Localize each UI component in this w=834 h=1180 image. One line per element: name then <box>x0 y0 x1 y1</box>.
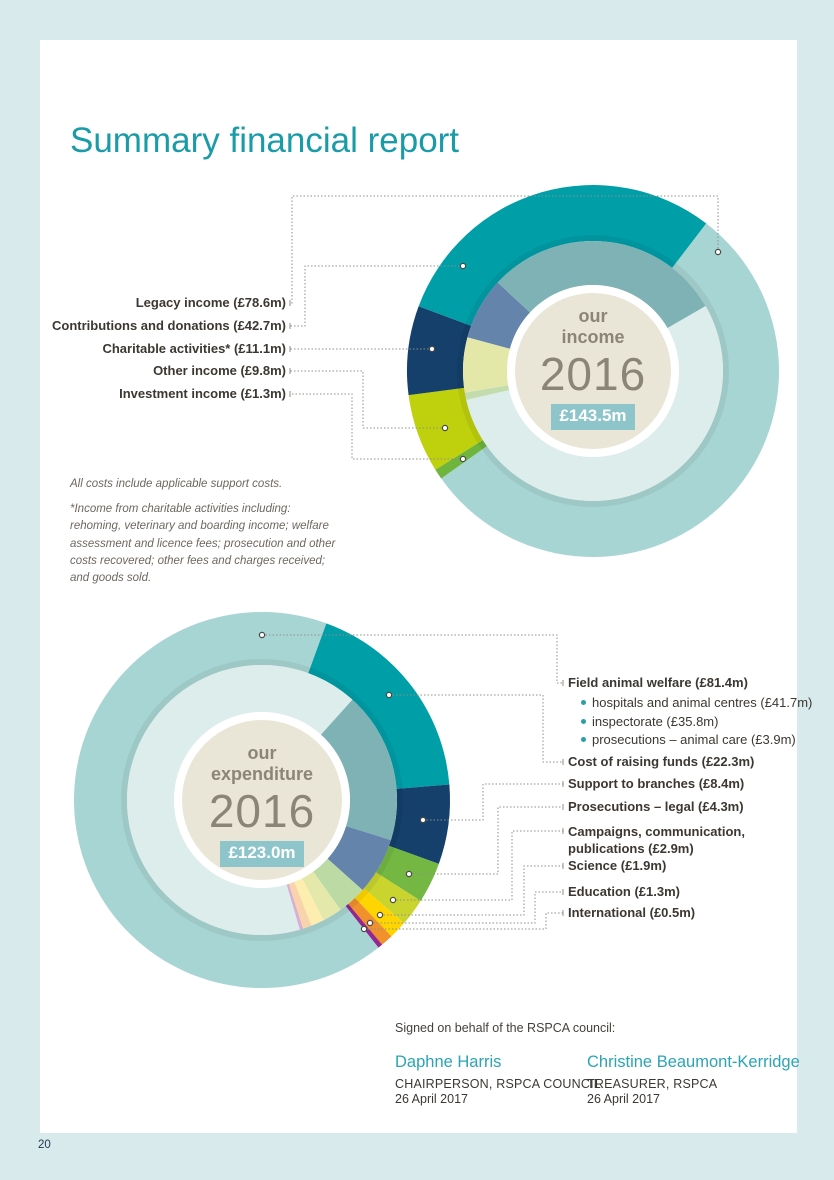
expenditure-center-disc <box>182 720 342 880</box>
expenditure-center-year: 2016 <box>208 785 316 838</box>
expenditure-leader-line-1 <box>389 694 563 763</box>
page-number: 20 <box>38 1139 51 1151</box>
signer-2-role: TREASURER, RSPCA <box>587 1077 718 1091</box>
expenditure-slice-field-animal-welfare <box>73 612 379 988</box>
expenditure-leader-marker-3 <box>405 870 413 878</box>
income-slice-charitable-activities <box>407 306 472 396</box>
expenditure-slice-campaigns-communication-publications <box>302 871 341 921</box>
footnote-support-costs: All costs include applicable support cos… <box>70 478 283 490</box>
expenditure-ring-shadow <box>121 659 403 941</box>
expenditure-sublabel-inspectorate: inspectorate (£35.8m) <box>581 714 718 730</box>
expenditure-slice-support-to-branches <box>327 826 391 891</box>
signer-1-role: CHAIRPERSON, RSPCA COUNCIL <box>395 1077 601 1091</box>
expenditure-label-international: International (£0.5m) <box>568 905 696 920</box>
income-slice-legacy-income <box>466 306 723 501</box>
expenditure-slice-cost-of-raising-funds <box>320 699 397 841</box>
expenditure-leader-marker-5 <box>376 911 384 919</box>
expenditure-slice-international <box>286 883 304 930</box>
expenditure-sublabel-prosecutions-animal-care: prosecutions – animal care (£3.9m) <box>581 732 796 748</box>
expenditure-leader-marker-1 <box>385 691 393 699</box>
signer-2-date: 26 April 2017 <box>587 1092 660 1106</box>
expenditure-center: our expenditure 2016 £123.0m <box>167 743 357 868</box>
expenditure-label-cost-of-raising-funds: Cost of raising funds (£22.3m) <box>568 754 755 769</box>
income-slice-investment-income <box>464 385 510 400</box>
income-label-contributions: Contributions and donations (£42.7m) <box>51 318 286 333</box>
income-slice-legacy-income <box>441 223 780 558</box>
footnote-charitable-activities: *Income from charitable activities inclu… <box>70 503 336 584</box>
bullet-icon <box>581 719 586 724</box>
expenditure-leader-marker-0 <box>258 631 266 639</box>
expenditure-leader-line-0 <box>262 634 563 684</box>
income-slice-contributions-and-donations <box>418 185 707 326</box>
expenditure-leader-line-7 <box>364 912 563 930</box>
expenditure-leader-marker-2 <box>419 816 427 824</box>
income-total-badge: £143.5m <box>551 404 635 431</box>
income-leader-line-3 <box>290 370 445 429</box>
income-leader-marker-4 <box>459 455 467 463</box>
income-center-word2: income <box>561 327 625 348</box>
income-slice-other-income <box>463 337 510 393</box>
income-slice-contributions-and-donations <box>497 240 706 328</box>
income-leader-line-1 <box>290 265 463 327</box>
expenditure-leader-line-2 <box>423 783 563 821</box>
expenditure-slice-cost-of-raising-funds <box>308 623 450 789</box>
expenditure-leader-line-4 <box>393 830 563 901</box>
expenditure-label-prosecutions-legal: Prosecutions – legal (£4.3m) <box>568 799 744 814</box>
income-leader-marker-0 <box>714 248 722 256</box>
expenditure-slice-support-to-branches <box>388 784 450 864</box>
income-leader-marker-3 <box>441 424 449 432</box>
income-label-investment: Investment income (£1.3m) <box>119 386 286 401</box>
expenditure-slice-prosecutions-legal <box>313 858 363 910</box>
bullet-icon <box>581 700 586 705</box>
income-label-legacy: Legacy income (£78.6m) <box>135 295 286 310</box>
income-leader-marker-2 <box>428 345 436 353</box>
income-slice-charitable-activities <box>467 282 530 349</box>
expenditure-slice-education <box>288 881 312 929</box>
expenditure-leader-marker-7 <box>360 925 368 933</box>
expenditure-label-field-animal-welfare: Field animal welfare (£81.4m) <box>568 675 748 690</box>
expenditure-total-badge: £123.0m <box>220 841 304 868</box>
expenditure-leader-line-3 <box>409 806 563 875</box>
page-title: Summary financial report <box>70 121 460 161</box>
expenditure-slice-international <box>345 903 383 948</box>
income-label-other: Other income (£9.8m) <box>153 363 286 378</box>
expenditure-slice-field-animal-welfare <box>127 665 353 935</box>
income-ring-shadow <box>457 235 729 507</box>
expenditure-leader-marker-4 <box>389 896 397 904</box>
income-center-year: 2016 <box>539 348 647 401</box>
expenditure-center-word2: expenditure <box>210 764 314 785</box>
expenditure-label-education: Education (£1.3m) <box>568 884 680 899</box>
expenditure-leader-line-5 <box>380 865 563 916</box>
signer-1-date: 26 April 2017 <box>395 1092 468 1106</box>
signer-2-name: Christine Beaumont-Kerridge <box>587 1053 800 1071</box>
signature-heading: Signed on behalf of the RSPCA council: <box>395 1021 616 1035</box>
income-label-charitable: Charitable activities* (£11.1m) <box>102 341 286 356</box>
bullet-icon <box>581 737 586 742</box>
expenditure-label-campaigns: Campaigns, communication, publications (… <box>568 824 745 856</box>
income-center-word1: our <box>578 306 608 326</box>
signer-1-name: Daphne Harris <box>395 1053 502 1071</box>
expenditure-label-support-to-branches: Support to branches (£8.4m) <box>568 776 745 791</box>
income-leader-marker-1 <box>459 262 467 270</box>
expenditure-sublabel-hospitals: hospitals and animal centres (£41.7m) <box>581 695 812 711</box>
expenditure-leader-marker-6 <box>366 919 374 927</box>
expenditure-label-science: Science (£1.9m) <box>568 858 667 873</box>
expenditure-center-word1: our <box>247 743 277 763</box>
expenditure-slice-science <box>294 878 324 926</box>
income-center: our income 2016 £143.5m <box>498 306 688 431</box>
income-leader-line-4 <box>290 393 463 460</box>
expenditure-leader-line-6 <box>370 891 563 924</box>
